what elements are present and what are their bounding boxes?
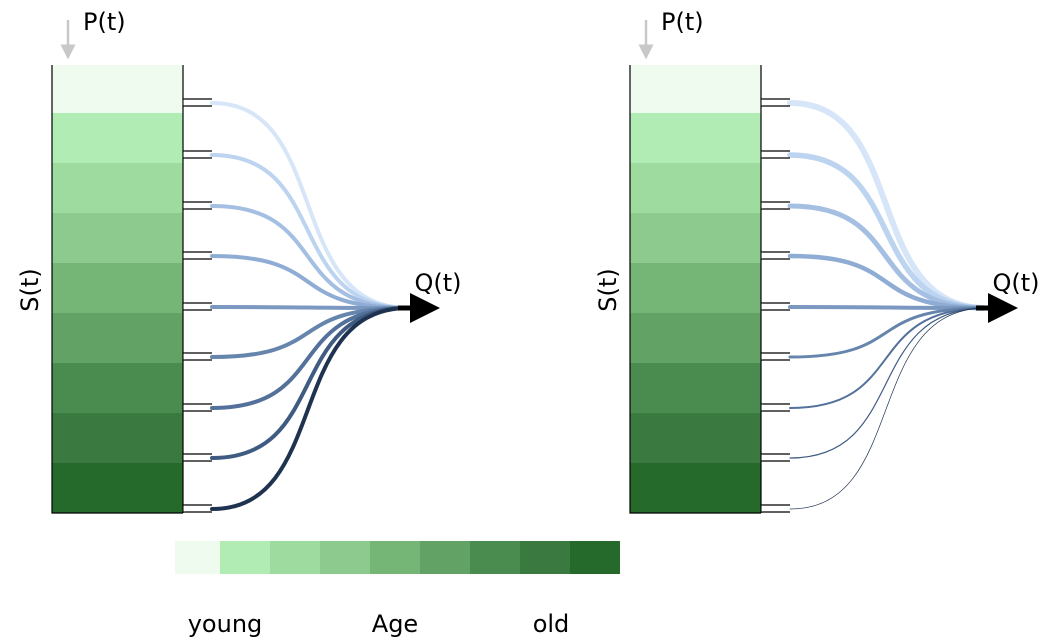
flow-curve [789, 307, 984, 510]
outlet [183, 352, 212, 361]
legend-cell [470, 541, 520, 574]
outlet [183, 453, 212, 462]
flow-curve [788, 306, 985, 359]
flow-curve [787, 152, 986, 311]
storage-layer [52, 413, 183, 463]
outlet-gap [761, 252, 764, 259]
storage-outline [51, 65, 184, 514]
legend-old: old [533, 610, 570, 638]
legend-cell [320, 541, 370, 574]
outlet-gap [183, 202, 186, 209]
storage-layer [630, 413, 761, 463]
flow-curve [210, 306, 407, 511]
legend-cell [220, 541, 270, 574]
flow-curve [787, 203, 986, 311]
storage-layer [52, 113, 183, 163]
storage-layer [630, 163, 761, 213]
flow-curve [210, 254, 407, 310]
flow-curve [210, 153, 407, 310]
outlet-gap [183, 353, 186, 360]
outlet [183, 302, 212, 311]
outlet-gap [761, 303, 764, 310]
outlet [183, 403, 212, 412]
flow-curve [210, 305, 407, 310]
outlet [761, 302, 790, 311]
outlet-gap [183, 151, 186, 158]
outlet [761, 352, 790, 361]
outlet-gap [183, 303, 186, 310]
outlet [761, 98, 790, 107]
output-label: Q(t) [414, 269, 461, 297]
storage-layer [52, 463, 183, 513]
legend-cell [270, 541, 320, 574]
outlet-gap [183, 505, 186, 512]
storage-layer [630, 463, 761, 513]
outlet [183, 150, 212, 159]
outlet [761, 453, 790, 462]
outlet [761, 251, 790, 260]
outlet [761, 403, 790, 412]
storage-layer [630, 263, 761, 313]
legend-cell [370, 541, 420, 574]
outlet-gap [183, 404, 186, 411]
storage-label: S(t) [594, 268, 622, 311]
storage-panel: P(t) S(t) Q(t) [16, 8, 462, 514]
outlet [761, 201, 790, 210]
storage-layer [630, 113, 761, 163]
outlet-gap [761, 151, 764, 158]
storage-layer [630, 213, 761, 263]
outlet [183, 251, 212, 260]
age-legend: young Age old [175, 541, 620, 638]
storage-layer [52, 313, 183, 363]
input-label: P(t) [661, 8, 704, 36]
flow-curve [210, 306, 407, 460]
storage-layer [52, 163, 183, 213]
storage-layer [52, 213, 183, 263]
storage-layer [630, 65, 761, 113]
flow-curve [787, 100, 986, 311]
storage-layer [52, 363, 183, 413]
legend-cell [420, 541, 470, 574]
storage-label: S(t) [16, 268, 44, 311]
legend-cell [570, 541, 620, 574]
outlet [761, 150, 790, 159]
storage-layer [52, 263, 183, 313]
outlet [761, 504, 790, 513]
outlet-gap [761, 454, 764, 461]
legend-cell [520, 541, 570, 574]
flow-curve [210, 204, 407, 310]
storage-panel: P(t) S(t) Q(t) [594, 8, 1040, 514]
flow-curve [210, 306, 407, 359]
flow-curve [210, 306, 407, 410]
outlet [183, 504, 212, 513]
output-label: Q(t) [992, 269, 1039, 297]
storage-layer [630, 363, 761, 413]
flow-curve [788, 305, 985, 310]
outlet-gap [761, 99, 764, 106]
storage-layer [52, 65, 183, 113]
flow-curve [210, 101, 407, 310]
outlet-gap [183, 99, 186, 106]
input-label: P(t) [83, 8, 126, 36]
outlet [183, 201, 212, 210]
flow-curve [789, 307, 984, 459]
storage-outline [629, 65, 762, 514]
legend-cell [175, 541, 220, 574]
flow-curve [789, 307, 984, 409]
legend-age: Age [372, 610, 418, 638]
outlet-gap [761, 353, 764, 360]
storage-layer [630, 313, 761, 363]
outlet-gap [761, 202, 764, 209]
outlet-gap [761, 404, 764, 411]
flow-curve [787, 253, 986, 311]
outlet [183, 98, 212, 107]
outlet-gap [183, 454, 186, 461]
outlet-gap [183, 252, 186, 259]
outlet-gap [761, 505, 764, 512]
legend-young: young [188, 610, 263, 638]
